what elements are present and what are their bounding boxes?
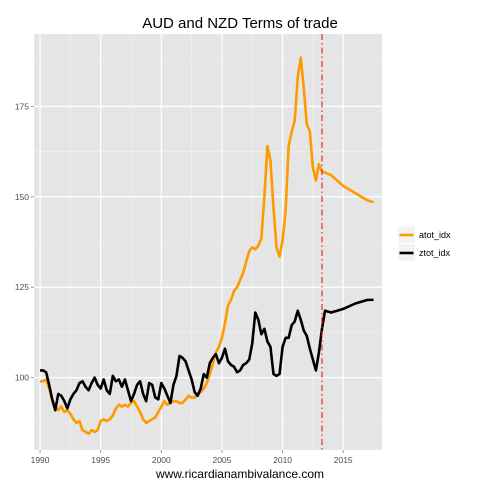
x-tick-label: 2010: [273, 455, 292, 465]
x-tick-label: 2005: [212, 455, 231, 465]
series-line-ztot_idx: [40, 298, 374, 412]
legend: atot_idx ztot_idx: [397, 225, 451, 262]
x-axis-label: www.ricardianambivalance.com: [155, 467, 324, 480]
legend-label-ztot_idx: ztot_idx: [419, 248, 451, 258]
x-tick-label: 2000: [152, 455, 171, 465]
legend-label-atot_idx: atot_idx: [419, 230, 451, 240]
x-tick-label: 2015: [334, 455, 353, 465]
y-tick-label: 150: [15, 192, 29, 202]
chart-title: AUD and NZD Terms of trade: [142, 15, 338, 32]
x-tick-label: 1990: [31, 455, 50, 465]
y-tick-label: 175: [15, 101, 29, 111]
series-line-atot_idx: [40, 56, 374, 436]
x-tick-label: 1995: [91, 455, 110, 465]
y-tick-label: 100: [15, 373, 29, 383]
plot-area: 1990 1995 2000 2005 2010 2015 100 125 150 175: [15, 34, 382, 465]
y-tick-label: 125: [15, 282, 29, 292]
